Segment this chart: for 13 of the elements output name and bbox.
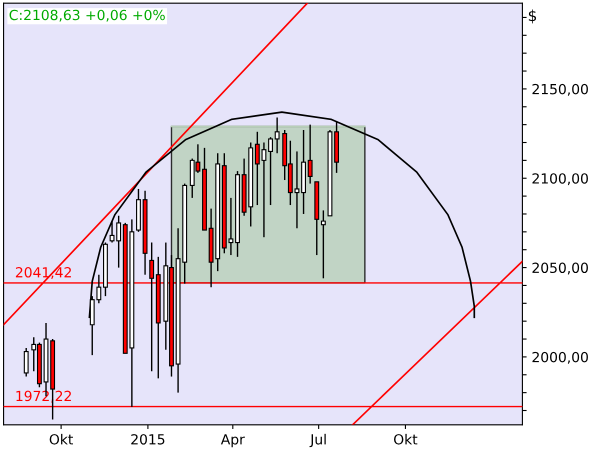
y-axis-title: $ <box>528 9 536 24</box>
x-tick-label: Okt <box>50 434 73 445</box>
chart-title: C:2108,63 +0,06 +0% <box>10 10 165 22</box>
y-tick-label: 2050,00 <box>532 262 588 274</box>
x-tick-label: Apr <box>220 434 245 448</box>
candlestick <box>24 347 29 378</box>
x-tick-label: Okt <box>394 434 418 445</box>
x-tick-label: Jul <box>310 434 326 448</box>
y-tick-label: 2000,00 <box>532 352 588 364</box>
candlestick <box>320 210 326 279</box>
x-tick-label: 2015 <box>131 434 164 445</box>
y-tick-label: 2150,00 <box>532 84 588 96</box>
y-tick-label: 2100,00 <box>532 173 588 186</box>
